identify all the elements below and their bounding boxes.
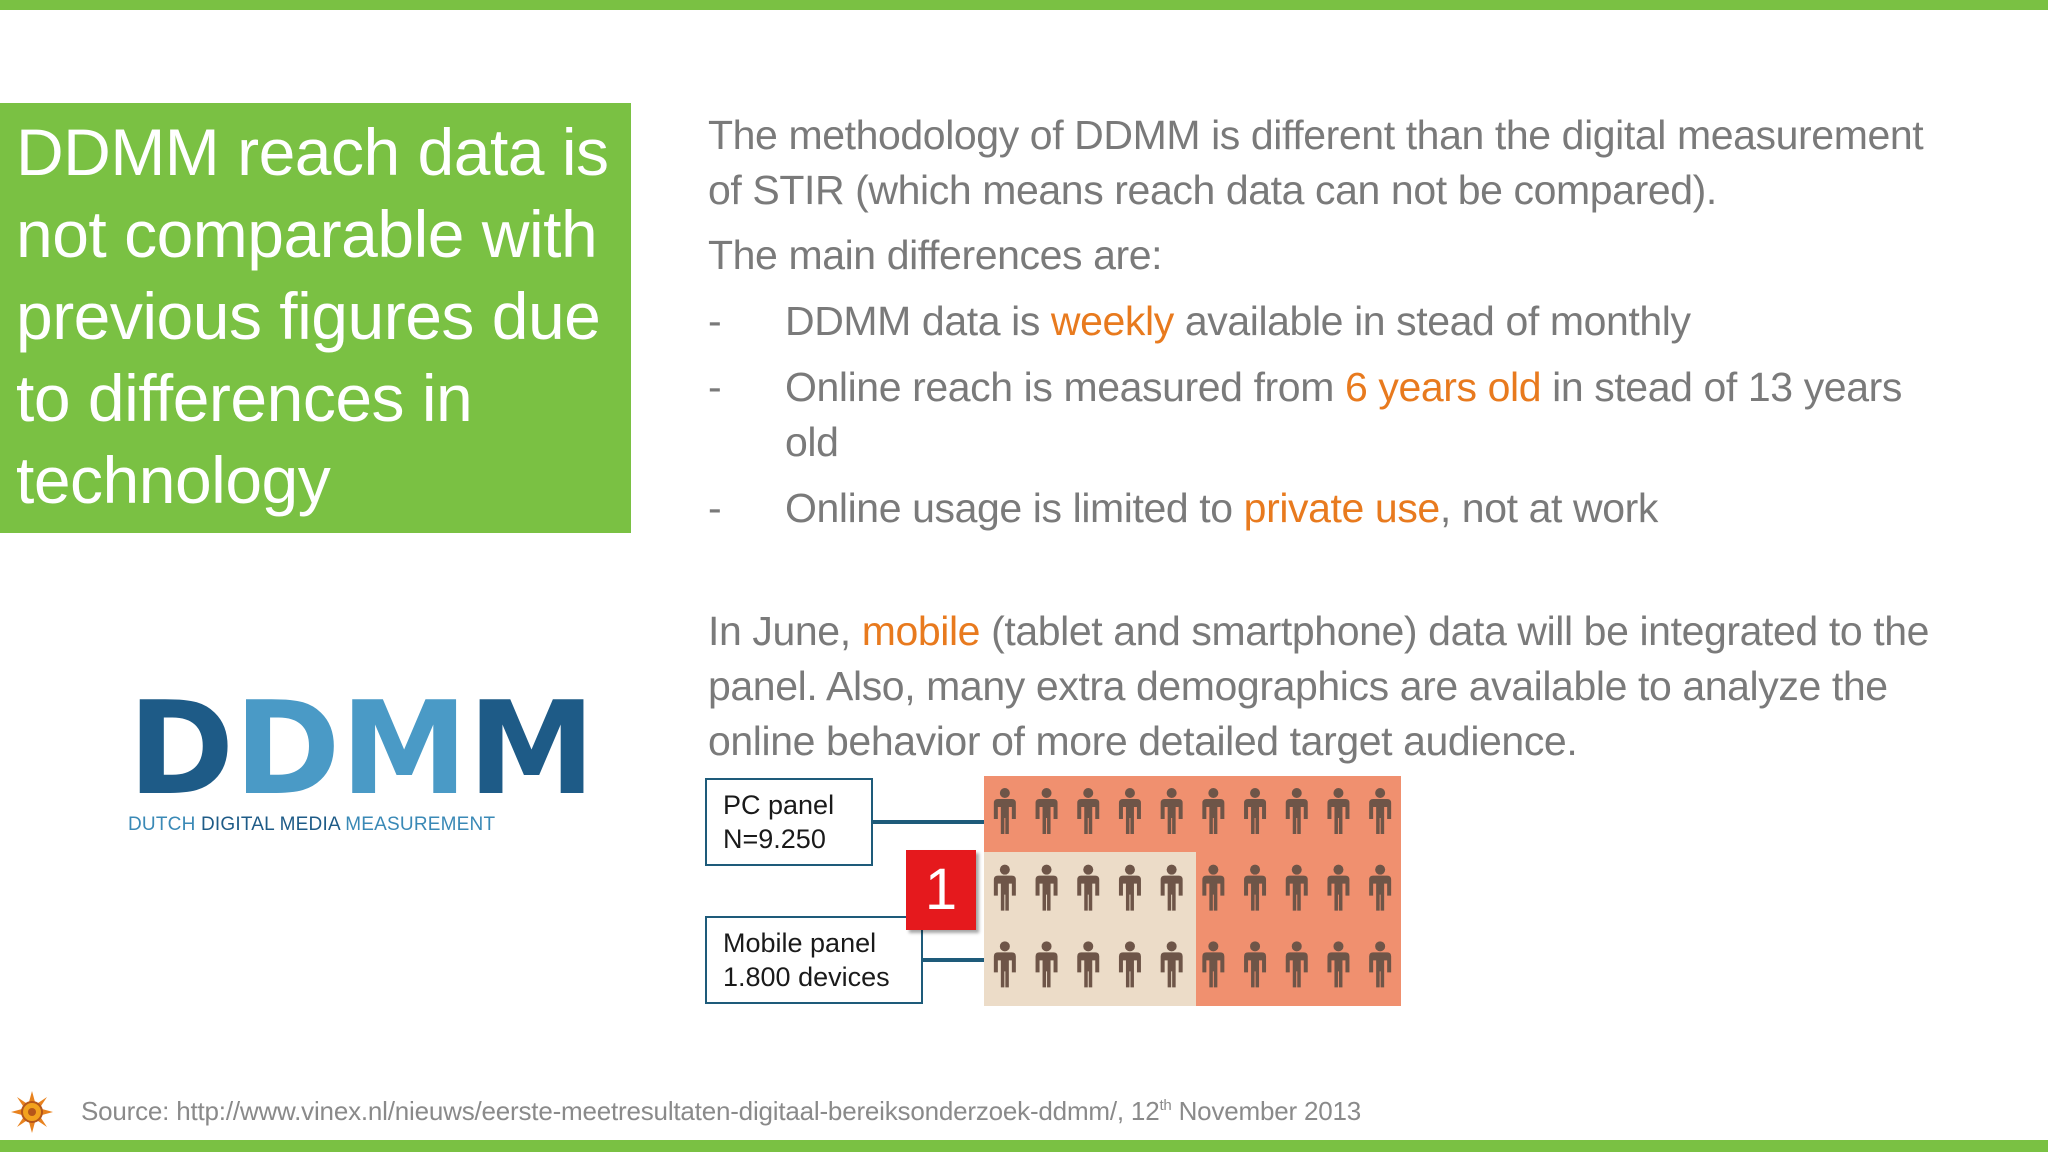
logo-subtitle-part3: MEASUREMENT [339, 814, 496, 835]
mobile-text: (tablet and smartphone) data will be int… [708, 608, 1930, 764]
source-date: November 2013 [1171, 1096, 1362, 1126]
slide-title: DDMM reach data is not comparable with p… [16, 115, 609, 517]
list-item: - Online reach is measured from 6 years o… [708, 360, 1948, 470]
person-icon [1244, 941, 1267, 988]
logo-letter-4: M [467, 675, 595, 824]
pc-panel-box: PC panel N=9.250 [705, 778, 873, 866]
logo-letter-1: D [128, 675, 234, 824]
bullet-text: Online usage is limited to [785, 485, 1244, 531]
paragraph-methodology: The methodology of DDMM is different tha… [708, 112, 1924, 213]
ddmm-logo: D D M M DUTCH DIGITAL MEDIA MEASUREMENT [128, 675, 595, 836]
pc-panel-count: N=9.250 [723, 824, 826, 854]
top-accent-bar [0, 0, 2048, 10]
source-superscript: th [1159, 1097, 1172, 1114]
person-icon [1369, 941, 1392, 988]
person-icon [1077, 864, 1100, 911]
panel-diagram: PC panel N=9.250 Mobile panel 1.800 devi… [705, 776, 1405, 1008]
person-icon [1369, 864, 1392, 911]
bullet-text: Online reach is measured from [785, 364, 1345, 410]
person-icon [1035, 864, 1058, 911]
bullet-dash: - [708, 485, 722, 531]
bullet-dash: - [708, 364, 722, 410]
person-icon [1369, 788, 1392, 834]
person-icon [1244, 788, 1267, 834]
person-icon [1035, 788, 1058, 834]
person-icon [1285, 864, 1308, 911]
bullet-text: in stead of 13 years old [785, 364, 1902, 465]
person-icon [1077, 941, 1100, 988]
mobile-panel-label: Mobile panel [723, 928, 877, 958]
step-badge: 1 [906, 850, 976, 930]
person-icon [1327, 788, 1350, 834]
mobile-panel-connector [923, 958, 989, 962]
bullet-dash: - [708, 298, 722, 344]
logo-letter-2: D [234, 675, 340, 824]
bullet-highlight: 6 years old [1344, 364, 1542, 410]
list-item: - DDMM data is weekly available in stead … [708, 294, 1948, 349]
paragraph-main-differences: The main differences are: [708, 232, 1163, 278]
bullet-text: DDMM data is [785, 298, 1051, 344]
source-text: Source: http://www.vinex.nl/nieuws/eerst… [81, 1096, 1160, 1126]
body-text: The methodology of DDMM is different tha… [708, 108, 1948, 769]
pc-panel-connector [873, 820, 989, 824]
mobile-panel-box: Mobile panel 1.800 devices [705, 916, 923, 1004]
person-icon [1118, 941, 1141, 988]
bullet-text: , not at work [1439, 485, 1659, 531]
person-icon [1202, 941, 1225, 988]
person-icon [1244, 864, 1267, 911]
mobile-highlight: mobile [861, 608, 981, 654]
mobile-text: In June, [708, 608, 862, 654]
logo-letter-3: M [340, 675, 468, 824]
person-icon [1118, 864, 1141, 911]
person-icon [1077, 788, 1100, 834]
logo-subtitle-part2: DIGITAL MEDIA [200, 814, 340, 835]
pc-panel-label: PC panel [723, 790, 835, 820]
source-citation: Source: http://www.vinex.nl/nieuws/eerst… [81, 1094, 1361, 1128]
logo-letters: D D M M [128, 675, 595, 824]
footer: Source: http://www.vinex.nl/nieuws/eerst… [0, 1088, 2048, 1136]
title-box: DDMM reach data is not comparable with p… [0, 103, 631, 533]
person-icon [1327, 864, 1350, 911]
people-icons [993, 788, 1392, 988]
person-icon [1035, 941, 1058, 988]
person-icon [993, 941, 1016, 988]
person-icon [993, 864, 1016, 911]
logo-subtitle-part1: DUTCH [128, 814, 201, 835]
person-icon [1285, 788, 1308, 834]
sun-logo-icon [11, 1091, 53, 1133]
person-icon [1285, 941, 1308, 988]
bottom-accent-bar [0, 1140, 2048, 1152]
logo-subtitle: DUTCH DIGITAL MEDIA MEASUREMENT [128, 814, 508, 836]
person-icon [1160, 941, 1183, 988]
differences-list: - DDMM data is weekly available in stead … [708, 294, 1948, 536]
person-icon [993, 788, 1016, 834]
paragraph-mobile: In June, mobile (tablet and smartphone) … [708, 604, 1948, 769]
person-icon [1160, 788, 1183, 834]
person-icon [1202, 788, 1225, 834]
bullet-highlight: weekly [1050, 298, 1174, 344]
person-icon [1327, 941, 1350, 988]
list-item: - Online usage is limited to private use,… [708, 481, 1948, 536]
person-icon [1202, 864, 1225, 911]
person-icon [1160, 864, 1183, 911]
person-icon [1118, 788, 1141, 834]
bullet-text: available in stead of monthly [1173, 298, 1691, 344]
mobile-panel-count: 1.800 devices [723, 962, 890, 992]
bullet-highlight: private use [1243, 485, 1441, 531]
